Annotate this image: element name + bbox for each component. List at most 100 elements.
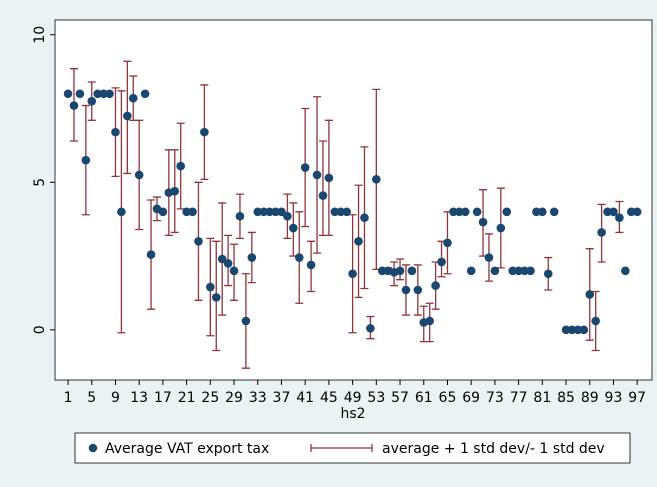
- point: [401, 285, 411, 295]
- point: [277, 207, 286, 217]
- x-tick-label: 77: [510, 390, 528, 406]
- y-tick-label: 10: [32, 26, 48, 44]
- point: [128, 93, 138, 103]
- point: [271, 207, 280, 217]
- point: [289, 223, 298, 233]
- point: [253, 207, 263, 217]
- x-tick-label: 85: [557, 390, 575, 406]
- point: [455, 207, 464, 217]
- point: [366, 324, 375, 333]
- point: [579, 325, 589, 335]
- point: [354, 237, 363, 246]
- y-tick-label: 5: [32, 178, 48, 187]
- x-tick-label: 29: [225, 390, 243, 406]
- point: [484, 253, 494, 262]
- point: [324, 173, 334, 183]
- x-tick-label: 97: [628, 390, 646, 406]
- point: [312, 170, 322, 180]
- point: [597, 228, 606, 237]
- x-tick-label: 37: [273, 390, 291, 406]
- point: [188, 207, 197, 217]
- point: [134, 170, 144, 180]
- point: [63, 89, 73, 99]
- point: [538, 207, 547, 217]
- point: [146, 250, 156, 259]
- y-tick-label: 0: [32, 325, 48, 334]
- point: [626, 207, 636, 217]
- point: [567, 325, 577, 335]
- point: [496, 223, 506, 233]
- point: [549, 207, 559, 217]
- point: [632, 207, 642, 217]
- x-tick-label: 21: [178, 390, 196, 406]
- point: [395, 266, 405, 276]
- x-tick-label: 81: [533, 390, 551, 406]
- point: [460, 207, 470, 217]
- x-tick-label: 49: [344, 390, 362, 406]
- legend-label: average + 1 std dev/- 1 std dev: [382, 441, 605, 457]
- point: [306, 260, 316, 270]
- x-tick-label: 33: [249, 390, 267, 406]
- point: [158, 207, 168, 217]
- point: [99, 89, 108, 99]
- point: [603, 207, 612, 217]
- point: [508, 266, 517, 276]
- point: [140, 89, 150, 99]
- x-tick-label: 41: [296, 390, 314, 406]
- point: [472, 207, 482, 217]
- point: [431, 281, 440, 290]
- point: [490, 266, 500, 276]
- point: [200, 127, 209, 137]
- x-tick-label: 1: [64, 390, 73, 406]
- point: [117, 207, 126, 217]
- point: [478, 217, 488, 227]
- x-axis-label: hs2: [340, 406, 365, 422]
- x-tick-label: 89: [581, 390, 599, 406]
- point: [336, 207, 346, 217]
- x-tick-label: 13: [130, 390, 148, 406]
- point: [615, 213, 624, 223]
- x-tick-label: 57: [391, 390, 409, 406]
- point: [229, 266, 239, 276]
- point: [585, 290, 595, 299]
- point: [342, 207, 351, 217]
- point: [87, 96, 97, 106]
- point: [111, 127, 120, 137]
- point: [372, 175, 381, 184]
- point: [591, 316, 600, 326]
- plot-area: [54, 19, 653, 381]
- point: [425, 316, 434, 326]
- point: [348, 269, 357, 279]
- x-tick-label: 65: [439, 390, 457, 406]
- point: [514, 266, 523, 276]
- point: [437, 257, 446, 267]
- x-tick-label: 45: [320, 390, 338, 406]
- point: [532, 207, 541, 217]
- point: [377, 266, 387, 276]
- point: [466, 266, 476, 276]
- point: [543, 269, 553, 279]
- x-tick-label: 25: [201, 390, 219, 406]
- point: [300, 163, 310, 172]
- point: [520, 266, 529, 276]
- point: [573, 325, 583, 335]
- x-tick-label: 9: [111, 390, 120, 406]
- x-tick-label: 73: [486, 390, 504, 406]
- point: [223, 259, 233, 268]
- point: [294, 253, 304, 262]
- legend-marker: [310, 444, 373, 452]
- point: [265, 207, 274, 217]
- point: [443, 238, 452, 248]
- point: [621, 266, 630, 276]
- point: [206, 282, 215, 292]
- point: [75, 89, 85, 99]
- point: [526, 266, 535, 276]
- point: [217, 254, 227, 264]
- x-tick-label: 17: [154, 390, 172, 406]
- point: [235, 211, 245, 221]
- legend-label: Average VAT export tax: [105, 441, 269, 457]
- point: [123, 111, 132, 121]
- point: [241, 316, 251, 326]
